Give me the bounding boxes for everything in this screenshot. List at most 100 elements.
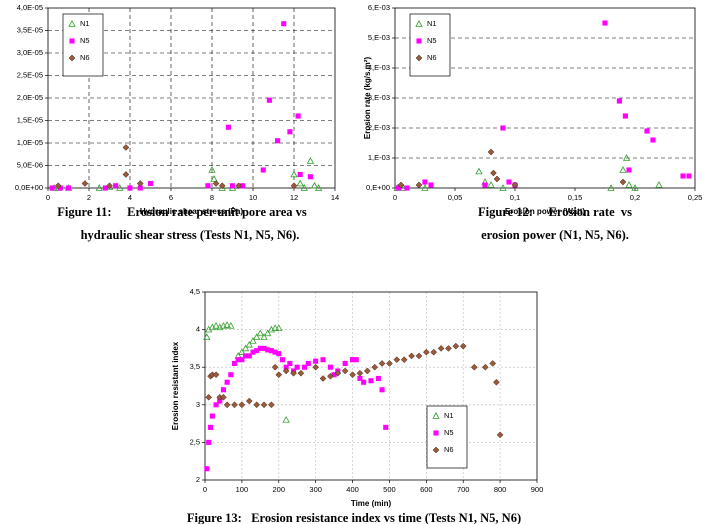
triangle-marker [487,181,495,188]
triangle-marker [275,324,283,331]
y-tick-label: 2 [196,475,200,484]
square-marker [250,349,256,355]
x-tick-label: 8 [210,193,214,202]
x-tick-label: 900 [531,485,544,494]
diamond-marker [363,367,371,375]
square-marker [268,348,274,354]
triangle-marker [218,184,226,191]
diamond-marker [445,345,452,352]
square-marker [626,167,632,173]
y-tick-label: 3,5 [190,362,200,371]
triangle-marker [271,324,279,331]
diamond-marker [400,356,408,364]
triangle-marker [227,322,235,329]
x-tick-label: 200 [273,485,286,494]
plot-frame [204,291,538,481]
diamond-marker [408,352,415,360]
triangle-marker [310,181,319,189]
triangle-marker [631,184,639,191]
diamond-marker [327,372,334,380]
plot-frame [394,7,696,189]
diamond-marker [470,363,478,371]
x-tick-label: 700 [457,485,470,494]
square-marker [224,379,230,385]
y-tick-label: 4 [196,325,200,334]
triangle-marker [212,322,220,329]
triangle-marker [300,184,308,191]
legend-label: N6 [444,445,454,454]
figure-caption: erosion power (N1, N5, N6). [481,228,629,242]
triangle-marker [415,20,423,27]
diamond-marker [253,401,260,409]
triangle-marker [314,184,323,191]
square-marker [281,21,287,27]
square-marker [422,179,428,185]
diamond-marker [122,144,130,151]
y-tick-label: 6,E-03 [368,3,390,12]
legend-label: N5 [427,36,437,45]
square-marker [204,466,210,472]
triangle-marker [475,167,483,175]
square-marker [313,358,319,364]
diamond-marker [482,363,489,371]
y-tick-label: 0,E+00 [366,183,390,192]
square-marker [433,430,439,436]
y-tick-label: 4,0E-05 [17,3,43,12]
diamond-marker [371,363,379,371]
legend-label: N1 [444,411,454,420]
diamond-marker [136,180,144,187]
triangle-marker [296,179,304,187]
y-tick-label: 4,E-03 [368,63,390,72]
chart: 2 2,5 3 3,5 4 4,5 0 100 200 300 400 500 600 700 800 900… [171,287,543,508]
triangle-marker [116,184,124,191]
triangle-marker [238,348,246,355]
square-marker [616,98,622,104]
triangle-marker [203,333,211,340]
diamond-marker [356,369,364,377]
legend-label: N6 [427,53,437,62]
diamond-marker [430,348,438,356]
diamond-marker [319,375,327,382]
x-tick-label: 600 [420,485,433,494]
diamond-marker [378,360,386,367]
square-marker [240,183,246,189]
square-marker [49,185,55,191]
square-marker [127,185,133,191]
y-tick-label: 2,E-03 [368,123,390,132]
diamond-marker [349,371,356,379]
diamond-marker [415,54,423,62]
triangle-marker [607,184,615,191]
square-marker [287,129,293,135]
figure-caption: hydraulic shear stress (Tests N1, N5, N6… [81,228,300,242]
diamond-marker [81,180,89,187]
diamond-marker [54,182,62,190]
diamond-marker [422,348,430,356]
x-tick-label: 12 [290,193,298,202]
square-marker [361,379,367,385]
legend-label: N1 [80,19,90,28]
square-marker [650,137,656,143]
chart: 0,E+00 1,E-03 2,E-03 3,E-03 4,E-03 5,E-03 6,E-… [363,3,702,216]
diamond-marker [386,360,393,367]
diamond-marker [271,363,279,371]
square-marker [113,183,119,189]
legend-box [62,13,104,77]
x-tick-label: 400 [346,485,359,494]
diamond-marker [496,431,504,439]
square-marker [295,113,301,119]
square-marker [416,38,422,44]
square-marker [65,185,72,191]
diamond-marker [341,367,349,375]
triangle-marker [625,181,633,188]
square-marker [257,345,263,351]
square-marker [307,174,313,180]
figure-caption: Figure 13: Erosion resistance index vs t… [187,511,521,524]
square-marker [327,364,333,370]
diamond-marker [619,178,627,186]
square-marker [276,351,282,357]
square-marker [644,128,650,134]
legend-box [426,405,468,469]
diamond-marker [68,54,76,62]
figure-caption: Figure 12: Erosion rate vs [478,205,632,219]
x-tick-label: 800 [494,485,507,494]
